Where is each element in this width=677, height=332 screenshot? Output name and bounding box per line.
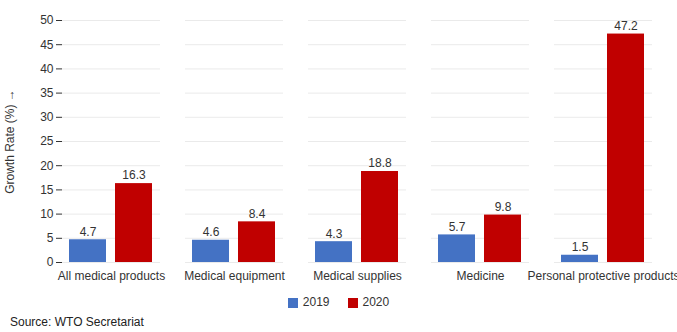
- svg-text:16.3: 16.3: [122, 168, 146, 182]
- svg-text:5.7: 5.7: [449, 220, 466, 234]
- svg-text:20: 20: [40, 159, 54, 173]
- svg-text:0: 0: [47, 255, 54, 269]
- svg-text:4.6: 4.6: [203, 225, 220, 239]
- svg-text:40: 40: [40, 62, 54, 76]
- svg-text:18.8: 18.8: [368, 156, 392, 170]
- html-text:Source: WTO Secretariat: Source: WTO Secretariat: [10, 315, 144, 329]
- svg-text:Medicine: Medicine: [456, 269, 504, 283]
- svg-text:35: 35: [40, 86, 54, 100]
- html-text:2020: 2020: [362, 295, 390, 309]
- svg-text:50: 50: [40, 13, 54, 27]
- svg-text:5: 5: [47, 231, 54, 245]
- svg-text:All medical products: All medical products: [58, 269, 165, 283]
- svg-text:1.5: 1.5: [572, 240, 589, 254]
- svg-text:15: 15: [40, 183, 54, 197]
- svg-text:Medical supplies: Medical supplies: [313, 269, 402, 283]
- html-text:2019: 2019: [302, 295, 330, 309]
- svg-text:30: 30: [40, 110, 54, 124]
- svg-text:47.2: 47.2: [614, 19, 638, 33]
- svg-text:Medical equipment: Medical equipment: [184, 269, 285, 283]
- svg-text:9.8: 9.8: [495, 200, 512, 214]
- svg-text:8.4: 8.4: [249, 207, 266, 221]
- svg-text:10: 10: [40, 207, 54, 221]
- svg-text:Growth Rate (%) →: Growth Rate (%) →: [3, 89, 17, 194]
- svg-text:4.3: 4.3: [326, 227, 343, 241]
- svg-text:4.7: 4.7: [80, 225, 97, 239]
- svg-text:25: 25: [40, 134, 54, 148]
- svg-text:Personal protective products: Personal protective products: [527, 269, 677, 283]
- svg-text:45: 45: [40, 38, 54, 52]
